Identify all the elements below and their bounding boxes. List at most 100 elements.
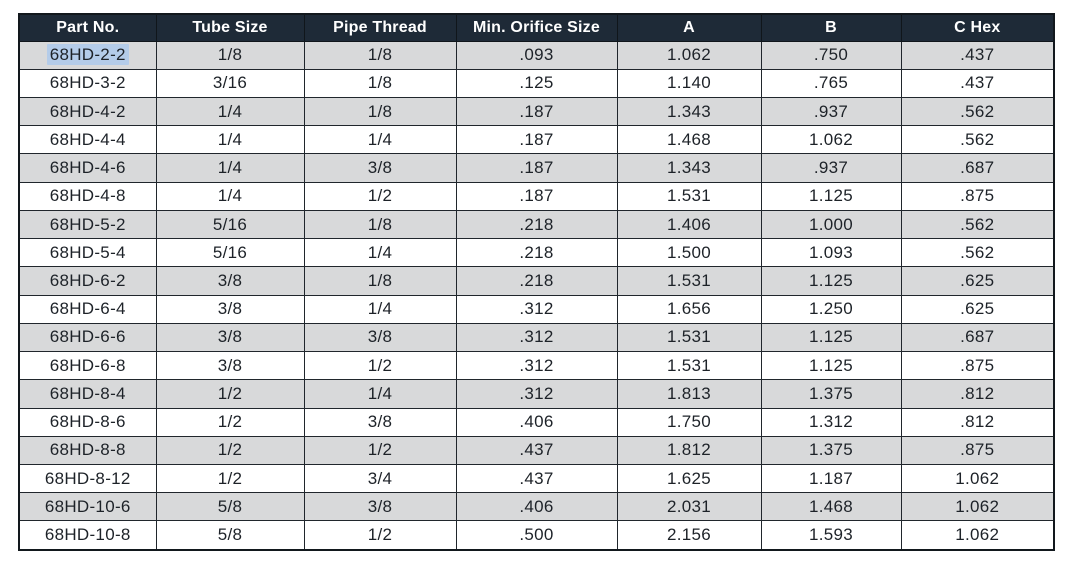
- cell-part-no: 68HD-8-8: [18, 435, 157, 466]
- cell-a: 1.656: [616, 294, 762, 324]
- cell-part-no: 68HD-4-6: [18, 153, 157, 183]
- cell-a: 1.812: [616, 435, 762, 466]
- cell-tube-size: 3/8: [155, 294, 305, 324]
- cell-part-no: 68HD-6-8: [18, 351, 157, 381]
- cell-pipe-thread: 1/4: [303, 125, 457, 155]
- selected-part-number[interactable]: 68HD-2-2: [46, 44, 129, 66]
- cell-c-hex: .875: [900, 181, 1055, 211]
- table-body: 68HD-2-2 1/8 1/8.093 1.062.750.437 68HD-3-2 3…: [18, 40, 1055, 551]
- table-row: 68HD-3-2 3/16 1/8.125 1.140.765.437: [18, 68, 1055, 98]
- cell-min-orifice-size: .437: [455, 435, 618, 466]
- cell-b: 1.125: [760, 181, 902, 211]
- cell-c-hex: .437: [900, 40, 1055, 70]
- cell-b: 1.187: [760, 464, 902, 494]
- cell-c-hex: .562: [900, 209, 1055, 240]
- cell-tube-size: 1/2: [155, 407, 305, 437]
- cell-c-hex: .875: [900, 435, 1055, 466]
- table-row: 68HD-10-6 5/8 3/8.406 2.031 1.468 1.062: [18, 492, 1055, 522]
- cell-pipe-thread: 1/8: [303, 266, 457, 296]
- cell-min-orifice-size: .500: [455, 520, 618, 551]
- cell-b: 1.375: [760, 435, 902, 466]
- cell-tube-size: 1/4: [155, 181, 305, 211]
- cell-pipe-thread: 1/8: [303, 68, 457, 98]
- cell-tube-size: 1/2: [155, 379, 305, 409]
- table-row: 68HD-10-8 5/8 1/2.500 2.156 1.593 1.062: [18, 520, 1055, 551]
- header-row: Part No. Tube Size Pipe Thread Min. Orif…: [18, 13, 1055, 42]
- cell-part-no: 68HD-8-12: [18, 464, 157, 494]
- cell-pipe-thread: 1/2: [303, 181, 457, 211]
- cell-part-no: 68HD-5-2: [18, 209, 157, 240]
- cell-pipe-thread: 3/8: [303, 492, 457, 522]
- cell-min-orifice-size: .218: [455, 209, 618, 240]
- cell-a: 1.343: [616, 153, 762, 183]
- cell-b: 1.250: [760, 294, 902, 324]
- cell-b: 1.125: [760, 322, 902, 353]
- cell-a: 1.468: [616, 125, 762, 155]
- cell-b: .937: [760, 153, 902, 183]
- col-header-pipe-thread: Pipe Thread: [303, 13, 457, 42]
- cell-min-orifice-size: .406: [455, 407, 618, 437]
- cell-b: 1.093: [760, 238, 902, 268]
- cell-pipe-thread: 1/2: [303, 520, 457, 551]
- cell-part-no: 68HD-8-6: [18, 407, 157, 437]
- table-row: 68HD-5-2 5/16 1/8.218 1.406 1.000.562: [18, 209, 1055, 240]
- cell-b: .765: [760, 68, 902, 98]
- table-row: 68HD-4-6 1/4 3/8.187 1.343.937.687: [18, 153, 1055, 183]
- cell-c-hex: .562: [900, 238, 1055, 268]
- cell-c-hex: .687: [900, 153, 1055, 183]
- col-header-min-orifice-size: Min. Orifice Size: [455, 13, 618, 42]
- table-row: 68HD-6-8 3/8 1/2.312 1.531 1.125.875: [18, 351, 1055, 381]
- cell-c-hex: .812: [900, 379, 1055, 409]
- cell-tube-size: 5/16: [155, 238, 305, 268]
- cell-tube-size: 3/16: [155, 68, 305, 98]
- cell-c-hex: .812: [900, 407, 1055, 437]
- cell-b: 1.468: [760, 492, 902, 522]
- cell-pipe-thread: 3/8: [303, 407, 457, 437]
- cell-c-hex: .437: [900, 68, 1055, 98]
- cell-min-orifice-size: .187: [455, 181, 618, 211]
- cell-tube-size: 1/2: [155, 464, 305, 494]
- cell-c-hex: .562: [900, 125, 1055, 155]
- cell-c-hex: 1.062: [900, 520, 1055, 551]
- cell-a: 1.531: [616, 181, 762, 211]
- col-header-part-no: Part No.: [18, 13, 157, 42]
- cell-tube-size: 3/8: [155, 322, 305, 353]
- cell-a: 1.625: [616, 464, 762, 494]
- cell-a: 1.813: [616, 379, 762, 409]
- cell-pipe-thread: 1/8: [303, 40, 457, 70]
- cell-c-hex: .625: [900, 294, 1055, 324]
- cell-min-orifice-size: .218: [455, 238, 618, 268]
- col-header-a: A: [616, 13, 762, 42]
- cell-b: 1.593: [760, 520, 902, 551]
- cell-pipe-thread: 1/8: [303, 96, 457, 127]
- cell-tube-size: 5/8: [155, 520, 305, 551]
- cell-a: 1.750: [616, 407, 762, 437]
- cell-b: 1.125: [760, 351, 902, 381]
- cell-min-orifice-size: .406: [455, 492, 618, 522]
- cell-c-hex: .562: [900, 96, 1055, 127]
- cell-part-no: 68HD-3-2: [18, 68, 157, 98]
- cell-b: 1.062: [760, 125, 902, 155]
- cell-c-hex: .687: [900, 322, 1055, 353]
- cell-pipe-thread: 1/8: [303, 209, 457, 240]
- cell-part-no: 68HD-10-6: [18, 492, 157, 522]
- cell-pipe-thread: 1/4: [303, 379, 457, 409]
- cell-part-no: 68HD-2-2: [18, 40, 157, 70]
- cell-b: 1.375: [760, 379, 902, 409]
- cell-a: 2.031: [616, 492, 762, 522]
- cell-c-hex: 1.062: [900, 464, 1055, 494]
- table-row: 68HD-8-4 1/2 1/4.312 1.813 1.375.812: [18, 379, 1055, 409]
- cell-min-orifice-size: .312: [455, 379, 618, 409]
- cell-min-orifice-size: .218: [455, 266, 618, 296]
- cell-c-hex: 1.062: [900, 492, 1055, 522]
- cell-tube-size: 5/16: [155, 209, 305, 240]
- cell-tube-size: 1/2: [155, 435, 305, 466]
- cell-min-orifice-size: .125: [455, 68, 618, 98]
- col-header-b: B: [760, 13, 902, 42]
- cell-min-orifice-size: .187: [455, 153, 618, 183]
- table-row: 68HD-8-6 1/2 3/8.406 1.750 1.312.812: [18, 407, 1055, 437]
- cell-part-no: 68HD-6-2: [18, 266, 157, 296]
- cell-tube-size: 3/8: [155, 266, 305, 296]
- cell-tube-size: 1/4: [155, 125, 305, 155]
- table-row: 68HD-6-6 3/8 3/8.312 1.531 1.125.687: [18, 322, 1055, 353]
